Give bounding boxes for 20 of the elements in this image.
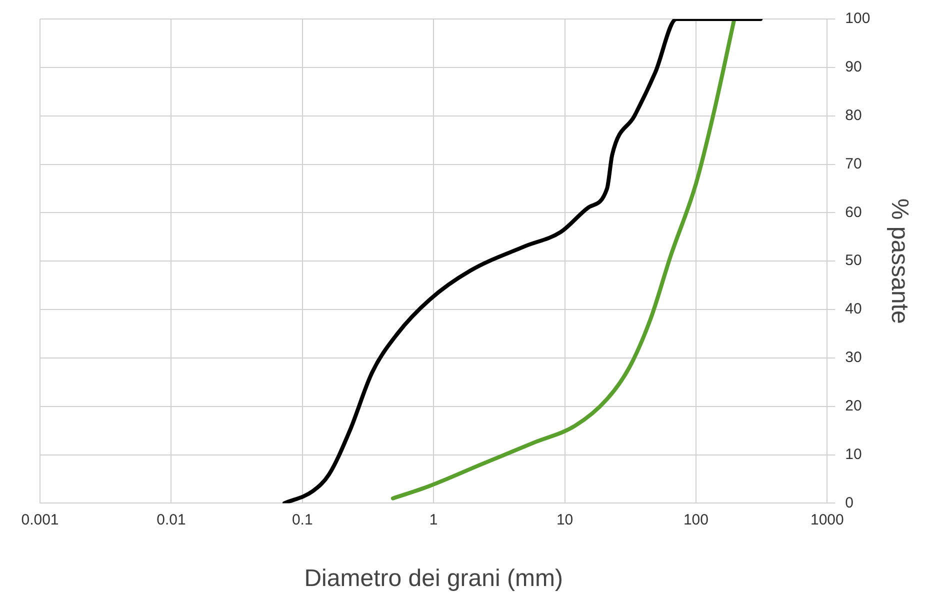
x-tick-label: 0.01 (156, 511, 186, 528)
y2-tick-label: 70 (845, 155, 862, 172)
y2-tick-label: 20 (845, 398, 862, 414)
y2-axis-title: % passante (886, 198, 913, 324)
x-tick-label: 1000 (810, 511, 844, 528)
y2-tick-label: 100 (845, 10, 870, 28)
y2-tick-label: 60 (845, 204, 862, 221)
y2-tick-label: 40 (845, 300, 862, 318)
x-tick-label: 0.001 (21, 511, 59, 528)
y2-tick-label: 0 (845, 494, 854, 512)
x-axis-title: Diametro dei grani (mm) (304, 565, 563, 592)
x-tick-label: 100 (683, 511, 708, 528)
y2-tick-label: 50 (845, 252, 862, 270)
x-tick-label: 1 (429, 511, 438, 528)
x-tick-label: 0.1 (292, 511, 313, 528)
y2-tick-label: 10 (845, 446, 862, 463)
y2-tick-label: 30 (845, 349, 862, 366)
y2-tick-label: 90 (845, 58, 862, 76)
y2-tick-label: 80 (845, 106, 862, 124)
x-tick-label: 10 (556, 511, 574, 528)
